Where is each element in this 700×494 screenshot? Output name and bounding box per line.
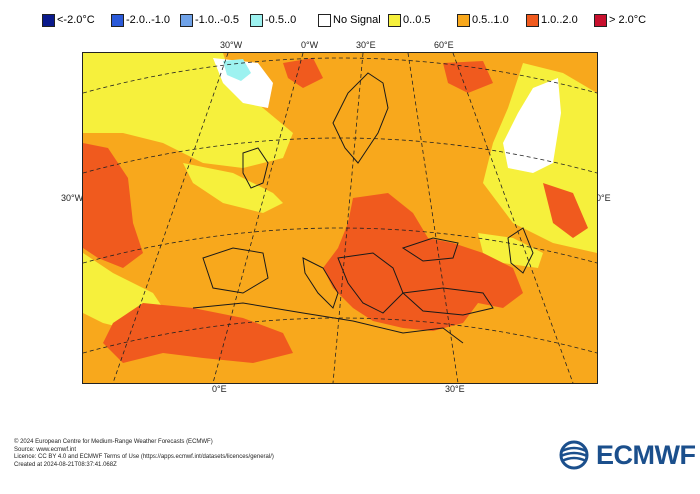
legend-label: > 2.0°C [609, 14, 647, 26]
legend-label: <-2.0°C [57, 14, 95, 26]
footer-credits: © 2024 European Centre for Medium-Range … [14, 439, 434, 469]
legend-swatch [250, 13, 263, 27]
graticule [83, 53, 597, 383]
anomaly-region-no-signal [503, 78, 561, 173]
source-text: Source: www.ecmwf.int [14, 446, 77, 453]
legend-label: -1.0..-0.5 [195, 14, 240, 26]
anomaly-region-warm [103, 303, 293, 363]
anomaly-region-mild [183, 163, 283, 213]
anomaly-region-warm [443, 61, 493, 93]
british-isles-coastline [242, 147, 269, 189]
legend-swatch [111, 13, 124, 27]
legend-item: No Signal [318, 12, 381, 28]
anomaly-region-warm [83, 143, 143, 268]
legend-item: -2.0..-1.0 [111, 12, 170, 28]
meridian-line [452, 53, 574, 383]
legend-label: 0..0.5 [403, 14, 431, 26]
legend-label: -0.5..0 [265, 14, 297, 26]
anomaly-region-warm [543, 183, 588, 238]
created-at-text: Created at 2024-08-21T08:37:41.068Z [14, 461, 117, 468]
legend-item: -1.0..-0.5 [180, 12, 239, 28]
anomaly-region-mild [478, 233, 543, 268]
map-legend: <-2.0°C -2.0..-1.0 -1.0..-0.5 -0.5..0 No… [0, 0, 700, 40]
legend-item: > 2.0°C [594, 12, 646, 28]
meridian-line [332, 53, 364, 383]
left-tick-label: 30°W [61, 193, 84, 203]
ecmwf-logo-text: ECMWF [596, 439, 696, 470]
parallel-line [83, 317, 597, 354]
anomaly-region-warm [323, 193, 523, 331]
legend-item: <-2.0°C [42, 12, 95, 28]
bottom-tick-label: 0°E [212, 384, 227, 394]
iberia-coastline [202, 247, 269, 294]
legend-item: 1.0..2.0 [526, 12, 578, 28]
map-canvas [83, 53, 597, 383]
anatolia-coastline [401, 287, 494, 316]
parallel-line [83, 57, 597, 94]
africa-coastline [192, 302, 464, 344]
meridian-line [112, 53, 229, 383]
legend-swatch [594, 13, 607, 27]
legend-swatch [388, 13, 401, 27]
italy-coastline [302, 257, 339, 309]
legend-label: -2.0..-1.0 [126, 14, 171, 26]
copyright-text: © 2024 European Centre for Medium-Range … [14, 439, 213, 445]
legend-label: 1.0..2.0 [541, 14, 578, 26]
legend-label: 0.5..1.0 [472, 14, 509, 26]
top-tick-label: 30°W [220, 40, 243, 50]
right-tick-label: 60°E [591, 193, 611, 203]
anomaly-region-warm [283, 58, 323, 88]
top-tick-label: 60°E [434, 40, 454, 50]
licence-text: Licence: CC BY 4.0 and ECMWF Terms of Us… [14, 454, 274, 461]
legend-swatch [180, 13, 193, 27]
legend-swatch [526, 13, 539, 27]
bottom-tick-label: 30°E [445, 384, 465, 394]
anomaly-map [82, 52, 598, 384]
top-tick-label: 0°W [301, 40, 319, 50]
legend-swatch [318, 13, 331, 27]
coastlines [192, 72, 534, 344]
scandinavia-coastline [332, 72, 389, 164]
legend-label: No Signal [333, 14, 381, 26]
legend-item: 0.5..1.0 [457, 12, 509, 28]
parallel-line [83, 137, 597, 174]
legend-item: -0.5..0 [250, 12, 296, 28]
top-tick-label: 30°E [356, 40, 376, 50]
legend-swatch [457, 13, 470, 27]
anomaly-region-mild [83, 53, 293, 168]
ecmwf-logo-icon [559, 440, 589, 470]
parallel-line [83, 227, 597, 264]
meridian-line [212, 53, 304, 383]
ecmwf-logo: ECMWF [556, 438, 696, 472]
black-sea-coastline [401, 237, 459, 262]
legend-item: 0..0.5 [388, 12, 431, 28]
caspian-coastline [507, 227, 534, 274]
legend-swatch [42, 13, 55, 27]
balkans-coastline [337, 252, 404, 314]
